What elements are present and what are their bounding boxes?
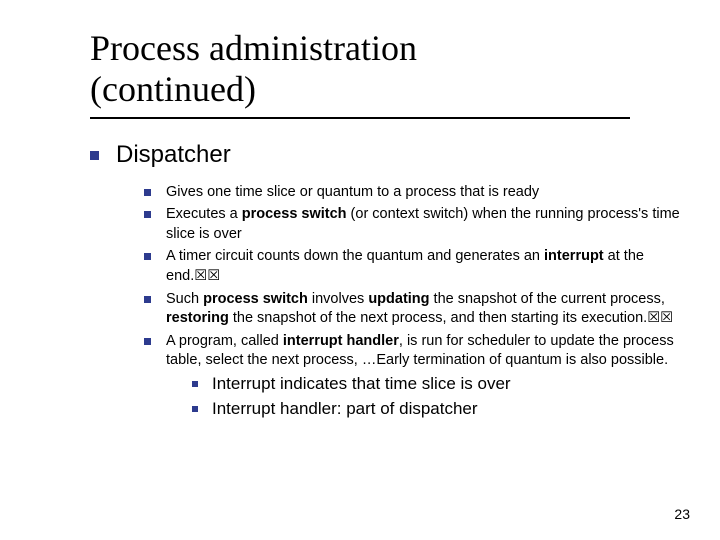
lvl2-item-2: A timer circuit counts down the quantum … — [144, 247, 680, 286]
t: process switch — [203, 291, 308, 307]
lvl2-text-bold: interrupt handler — [283, 333, 399, 349]
lvl2-text-pre: Executes a — [166, 206, 242, 222]
slide-title: Process administration (continued) — [90, 28, 680, 111]
lvl2-text-pre: A timer circuit counts down the quantum … — [166, 248, 544, 264]
lvl3-item-1: Interrupt handler: part of dispatcher — [192, 398, 680, 421]
lvl1-label: Dispatcher — [116, 141, 680, 169]
t: the snapshot of the current process, — [430, 291, 665, 307]
t: the snapshot of the next process, and th… — [229, 310, 647, 326]
bullet-list-level-2: Gives one time slice or quantum to a pro… — [116, 183, 680, 421]
lvl1-item-dispatcher: Dispatcher Gives one time slice or quant… — [90, 141, 680, 421]
t: involves — [308, 291, 368, 307]
page-number: 23 — [674, 506, 690, 522]
lvl2-text: Gives one time slice or quantum to a pro… — [166, 184, 539, 200]
lvl2-text-pre: A program, called — [166, 333, 283, 349]
t: updating — [368, 291, 429, 307]
placeholder-boxes: ☒☒ — [647, 310, 673, 326]
lvl2-item-3: Such process switch involves updating th… — [144, 290, 680, 329]
lvl3-item-0: Interrupt indicates that time slice is o… — [192, 373, 680, 396]
title-line-1: Process administration — [90, 28, 417, 68]
title-line-2: (continued) — [90, 69, 256, 109]
lvl2-item-4: A program, called interrupt handler, is … — [144, 332, 680, 421]
lvl3-text: Interrupt handler: part of dispatcher — [212, 399, 478, 418]
bullet-list-level-1: Dispatcher Gives one time slice or quant… — [90, 141, 680, 421]
title-underline — [90, 117, 630, 119]
lvl3-text: Interrupt indicates that time slice is o… — [212, 374, 511, 393]
t: restoring — [166, 310, 229, 326]
lvl2-item-0: Gives one time slice or quantum to a pro… — [144, 183, 680, 203]
placeholder-boxes: ☒☒ — [194, 268, 220, 284]
lvl2-item-1: Executes a process switch (or context sw… — [144, 205, 680, 244]
bullet-list-level-3: Interrupt indicates that time slice is o… — [166, 373, 680, 421]
lvl2-text-bold: process switch — [242, 206, 347, 222]
lvl2-text-bold: interrupt — [544, 248, 604, 264]
slide: Process administration (continued) Dispa… — [0, 0, 720, 540]
t: Such — [166, 291, 203, 307]
